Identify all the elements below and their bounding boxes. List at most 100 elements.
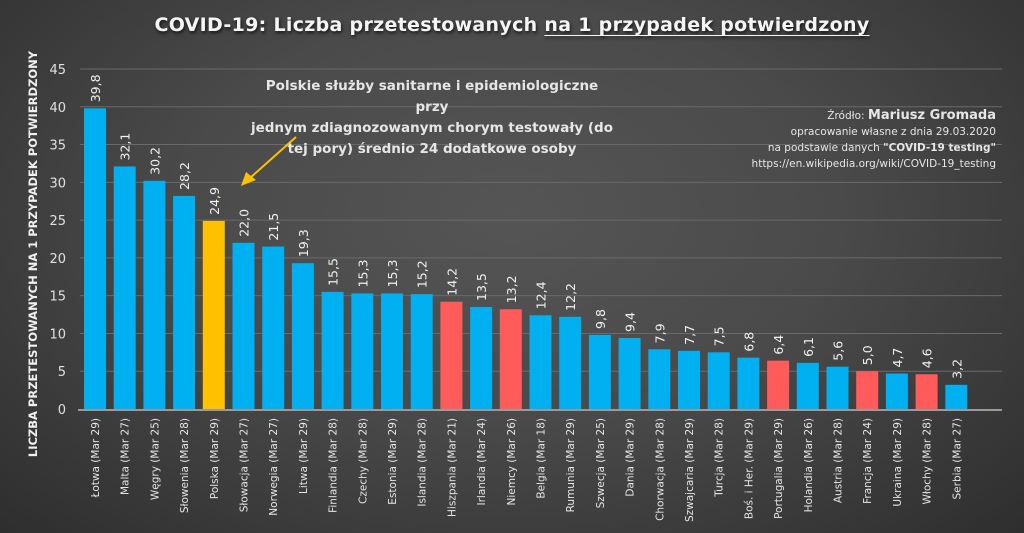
x-tick-label: Ukraina (Mar 29) — [892, 418, 904, 507]
value-label: 14,2 — [444, 268, 459, 296]
bar — [232, 242, 255, 409]
x-tick-label: Polska (Mar 29) — [209, 418, 221, 499]
x-tick-label: Hiszpania (Mar 21) — [446, 418, 458, 517]
bar — [707, 352, 730, 409]
y-axis-title: LICZBA PRZETESTOWANYCH NA 1 PRZYPADEK PO… — [26, 50, 40, 458]
x-tick-label: Estonia (Mar 29) — [387, 418, 399, 505]
bar — [856, 371, 879, 409]
x-tick-label: Litwa (Mar 29) — [298, 418, 310, 494]
value-label: 19,3 — [296, 229, 311, 257]
bar — [291, 263, 314, 409]
bar — [321, 291, 344, 409]
x-tick-label: Austria (Mar 28) — [833, 418, 845, 503]
bar — [588, 334, 611, 409]
y-axis-ticks: 0 5 10 15 20 25 30 35 40 45 — [49, 63, 66, 418]
x-tick-label: Francja (Mar 24) — [862, 418, 874, 504]
bar — [767, 360, 790, 409]
value-label: 32,1 — [118, 133, 133, 161]
x-tick-label: Chorwacja (Mar 28) — [654, 418, 666, 521]
bar — [945, 384, 968, 409]
value-label: 15,3 — [385, 260, 400, 288]
value-label: 21,5 — [266, 213, 281, 241]
value-label: 6,4 — [771, 335, 786, 355]
bar — [885, 373, 908, 409]
annotation-arrow-line — [249, 136, 297, 179]
value-label: 6,1 — [801, 337, 816, 357]
y-tick-label: 0 — [58, 403, 66, 418]
source-author: Mariusz Gromada — [867, 108, 996, 123]
value-label: 12,4 — [534, 281, 549, 309]
annotation-line: Polskie służby sanitarne i epidemiologic… — [265, 78, 599, 115]
bars — [84, 108, 968, 410]
x-tick-label: Malta (Mar 27) — [120, 418, 132, 495]
value-label: 4,7 — [890, 348, 905, 368]
bar — [440, 301, 463, 409]
value-label: 3,2 — [949, 359, 964, 379]
source-url: https://en.wikipedia.org/wiki/COVID-19_t… — [751, 158, 996, 170]
value-label: 30,2 — [147, 147, 162, 175]
chart-title-underlined: na 1 przypadek potwierdzony — [544, 14, 870, 36]
x-axis-labels: Łotwa (Mar 29) Malta (Mar 27) Węgry (Mar 2… — [90, 418, 963, 522]
x-tick-label: Holandia (Mar 26) — [803, 418, 815, 512]
x-tick-label: Słowacja (Mar 27) — [239, 418, 251, 512]
bar — [796, 362, 819, 409]
value-label: 13,2 — [504, 275, 519, 303]
bar — [262, 246, 285, 409]
bar — [202, 220, 225, 409]
value-label: 24,9 — [207, 187, 222, 215]
bar — [410, 294, 433, 409]
bar — [648, 349, 671, 409]
x-tick-label: Szwajcaria (Mar 29) — [684, 418, 696, 522]
x-tick-label: Irlandia (Mar 24) — [476, 418, 488, 505]
y-tick-label: 15 — [49, 290, 66, 305]
y-tick-label: 40 — [49, 101, 66, 116]
x-tick-label: Szwecja (Mar 25) — [595, 418, 607, 508]
annotation-text: Polskie służby sanitarne i epidemiologic… — [248, 76, 616, 160]
bar — [529, 315, 552, 409]
value-label: 13,5 — [474, 273, 489, 301]
y-tick-label: 25 — [49, 214, 66, 229]
bar — [559, 316, 582, 409]
annotation-arrow — [241, 136, 297, 186]
y-tick-label: 35 — [49, 139, 66, 154]
bar — [470, 307, 493, 409]
value-labels: 39,8 32,1 30,2 28,2 24,9 22,0 21,5 19,3 15,5 15,3… — [88, 74, 964, 378]
chart-title: COVID-19: Liczba przetestowanych na 1 pr… — [0, 14, 1024, 36]
y-tick-label: 10 — [49, 327, 66, 342]
source-dataset: "COVID-19 testing" — [883, 142, 996, 154]
annotation-line: tej pory) średnio 24 dodatkowe osoby — [287, 141, 577, 157]
bar — [113, 166, 136, 409]
x-tick-label: Belgia (Mar 18) — [536, 418, 548, 499]
x-tick-label: Rumunia (Mar 29) — [565, 418, 577, 512]
x-tick-label: Norwegia (Mar 27) — [268, 418, 280, 516]
source-basis: na podstawie danych — [767, 142, 884, 154]
bar — [737, 357, 760, 409]
value-label: 15,3 — [355, 260, 370, 288]
y-tick-label: 5 — [58, 365, 66, 380]
value-label: 39,8 — [88, 74, 103, 102]
value-label: 5,6 — [831, 341, 846, 361]
bar — [826, 366, 849, 409]
y-tick-label: 20 — [49, 252, 66, 267]
value-label: 9,8 — [593, 309, 608, 329]
x-tick-label: Dania (Mar 29) — [625, 418, 637, 497]
annotation-line: jednym zdiagnozowanym chorym testowały (… — [250, 120, 613, 136]
x-tick-label: Serbia (Mar 27) — [951, 418, 963, 500]
x-tick-label: Boś. i Her. (Mar 29) — [743, 418, 755, 519]
annotation-arrow-head — [241, 172, 256, 186]
value-label: 5,0 — [860, 345, 875, 365]
value-label: 7,7 — [682, 325, 697, 345]
source-date: opracowanie własne z dnia 29.03.2020 — [790, 126, 996, 138]
x-tick-label: Łotwa (Mar 29) — [90, 418, 102, 499]
bar — [499, 309, 522, 409]
bar — [381, 293, 403, 409]
value-label: 15,5 — [326, 258, 341, 286]
value-label: 22,0 — [237, 209, 252, 237]
bar — [173, 195, 196, 409]
x-tick-label: Portugalia (Mar 29) — [773, 418, 785, 519]
value-label: 15,2 — [415, 260, 430, 288]
value-label: 6,8 — [741, 332, 756, 352]
x-tick-label: Finlandia (Mar 28) — [328, 418, 340, 513]
bar — [351, 293, 374, 409]
y-tick-label: 30 — [49, 176, 66, 191]
